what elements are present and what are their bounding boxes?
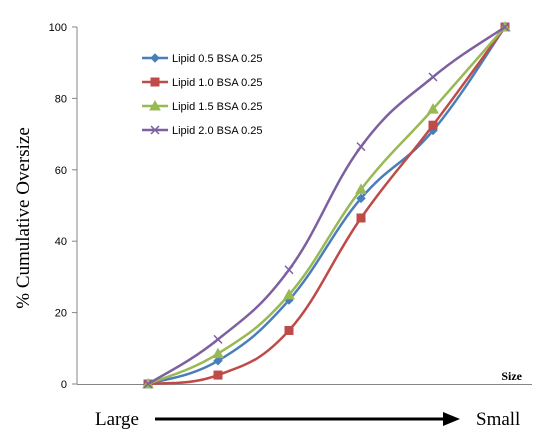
data-point xyxy=(213,334,223,344)
legend-label: Lipid 2.0 BSA 0.25 xyxy=(172,125,263,137)
legend-item: Lipid 2.0 BSA 0.25 xyxy=(142,125,263,137)
data-point xyxy=(143,379,153,389)
large-label: Large xyxy=(95,409,139,430)
data-point xyxy=(428,120,438,130)
data-point xyxy=(356,193,366,204)
data-point xyxy=(500,22,510,32)
x-axis-title: Size xyxy=(501,369,522,383)
y-axis-title: % Cumulative Oversize xyxy=(13,127,34,309)
y-tick-label: 80 xyxy=(55,93,67,105)
data-point xyxy=(356,142,366,152)
legend-item: Lipid 1.0 BSA 0.25 xyxy=(142,77,263,89)
y-tick-label: 0 xyxy=(61,379,67,391)
legend: Lipid 0.5 BSA 0.25 Lipid 1.0 BSA 0.25 Lipi… xyxy=(142,53,263,137)
series-4 xyxy=(143,22,510,389)
legend-marker xyxy=(150,125,160,135)
legend-label: Lipid 0.5 BSA 0.25 xyxy=(172,53,263,65)
data-point xyxy=(427,103,439,114)
legend-item: Lipid 1.5 BSA 0.25 xyxy=(142,99,263,113)
y-tick-label: 40 xyxy=(55,236,67,248)
data-point xyxy=(283,288,295,300)
data-point xyxy=(284,325,294,335)
legend-item: Lipid 0.5 BSA 0.25 xyxy=(142,53,263,65)
small-label: Small xyxy=(476,409,520,430)
legend-marker xyxy=(150,77,160,87)
y-tick-label: 100 xyxy=(49,22,67,34)
data-point xyxy=(428,72,438,82)
data-point xyxy=(355,183,367,194)
data-point xyxy=(213,356,223,366)
data-point xyxy=(356,213,366,223)
data-point xyxy=(213,370,223,380)
series-group xyxy=(142,20,511,389)
legend-label: Lipid 1.0 BSA 0.25 xyxy=(172,77,263,89)
legend-marker xyxy=(149,99,161,111)
y-tick-label: 20 xyxy=(55,308,67,320)
legend-label: Lipid 1.5 BSA 0.25 xyxy=(172,101,263,113)
data-point xyxy=(284,265,294,275)
direction-arrow xyxy=(155,412,460,426)
legend-marker xyxy=(150,53,160,63)
y-tick-label: 60 xyxy=(55,165,67,177)
data-point xyxy=(212,347,224,359)
